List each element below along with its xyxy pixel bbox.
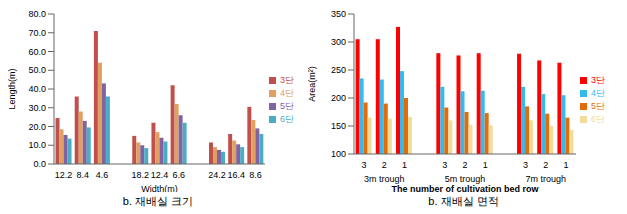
svg-text:The number of cultivation bed: The number of cultivation bed row: [391, 184, 539, 192]
svg-text:30.0: 30.0: [28, 103, 46, 113]
svg-text:Length(m): Length(m): [8, 68, 17, 109]
svg-text:7m trough: 7m trough: [525, 174, 566, 184]
svg-text:Area(m²): Area(m²): [308, 66, 317, 102]
html-text:5단: 5단: [280, 101, 294, 111]
html-text:3단: 3단: [591, 75, 605, 85]
svg-text:10.0: 10.0: [28, 140, 46, 150]
svg-text:40.0: 40.0: [28, 84, 46, 94]
svg-text:3: 3: [523, 160, 528, 170]
svg-text:200: 200: [331, 93, 346, 103]
svg-text:12.2: 12.2: [55, 170, 73, 180]
svg-text:70.0: 70.0: [28, 28, 46, 38]
svg-text:300: 300: [331, 37, 346, 47]
html-text:3단: 3단: [280, 75, 294, 85]
html-text:4단: 4단: [591, 88, 605, 98]
svg-text:100: 100: [331, 149, 346, 159]
html-text:4단: 4단: [280, 88, 294, 98]
svg-text:2: 2: [382, 160, 387, 170]
svg-text:0.0: 0.0: [33, 159, 46, 169]
svg-text:6.6: 6.6: [172, 170, 185, 180]
svg-text:1: 1: [563, 160, 568, 170]
svg-text:50.0: 50.0: [28, 65, 46, 75]
svg-text:20.0: 20.0: [28, 122, 46, 132]
svg-text:3: 3: [362, 160, 367, 170]
svg-text:Width(m): Width(m): [141, 184, 178, 192]
html-text:5단: 5단: [591, 101, 605, 111]
svg-text:3m trough: 3m trough: [364, 174, 405, 184]
html-text:6단: 6단: [280, 114, 294, 124]
svg-text:350: 350: [331, 9, 346, 19]
svg-text:80.0: 80.0: [28, 9, 46, 19]
svg-text:8.6: 8.6: [249, 170, 262, 180]
svg-text:16.4: 16.4: [227, 170, 245, 180]
svg-text:2: 2: [543, 160, 548, 170]
svg-text:5m trough: 5m trough: [445, 174, 486, 184]
svg-text:1: 1: [402, 160, 407, 170]
svg-text:250: 250: [331, 65, 346, 75]
svg-text:60.0: 60.0: [28, 47, 46, 57]
svg-text:8.4: 8.4: [77, 170, 90, 180]
svg-text:3: 3: [442, 160, 447, 170]
svg-text:24.2: 24.2: [208, 170, 226, 180]
svg-text:1: 1: [483, 160, 488, 170]
html-text:b. 재배실 크기: b. 재배실 크기: [122, 195, 194, 207]
svg-text:150: 150: [331, 121, 346, 131]
svg-text:4.6: 4.6: [96, 170, 109, 180]
svg-text:12.4: 12.4: [151, 170, 169, 180]
svg-text:18.2: 18.2: [132, 170, 150, 180]
svg-text:2: 2: [462, 160, 467, 170]
html-text:b. 재배실 면적: b. 재배실 면적: [428, 195, 499, 207]
html-text:6단: 6단: [591, 114, 605, 124]
